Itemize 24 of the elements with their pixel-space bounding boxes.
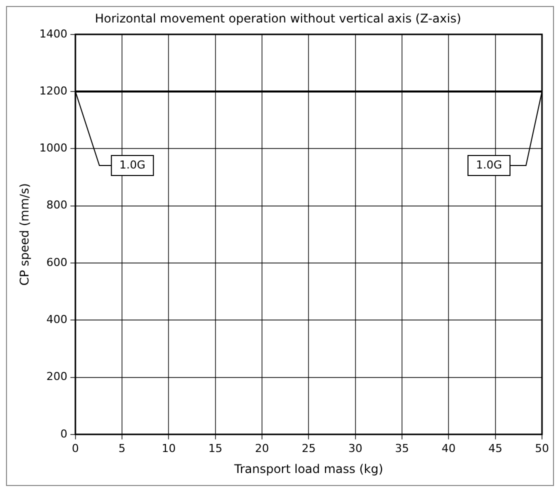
x-tick-label: 30 [348, 442, 362, 455]
y-axis-title: CP speed (mm/s) [17, 183, 32, 286]
x-tick-label: 5 [118, 442, 126, 455]
y-tick-label: 1400 [39, 27, 68, 40]
x-tick-label: 50 [535, 442, 549, 455]
y-tick-label: 1000 [39, 142, 68, 155]
x-tick-label: 0 [72, 442, 79, 455]
y-tick-label: 800 [46, 198, 68, 212]
y-tick-label: 0 [60, 427, 68, 440]
x-tick-label: 15 [208, 442, 222, 455]
x-tick-label: 20 [255, 442, 270, 455]
annotation: 1.0G [119, 158, 146, 172]
chart-title: Horizontal movement operation without vertical axis (Z-axis) [94, 11, 462, 26]
y-tick-label: 400 [46, 312, 68, 326]
x-tick-label: 25 [302, 442, 316, 455]
x-tick-label: 10 [162, 442, 176, 455]
x-axis-title: Transport load mass (kg) [233, 462, 384, 476]
x-tick-label: 45 [488, 442, 502, 455]
y-tick-label: 200 [46, 370, 68, 384]
x-tick-label: 35 [395, 442, 410, 455]
y-tick-label: 600 [46, 256, 68, 269]
x-tick-label: 40 [442, 442, 456, 455]
annotation: 1.0G [476, 158, 502, 172]
y-tick-label: 1200 [39, 84, 68, 98]
